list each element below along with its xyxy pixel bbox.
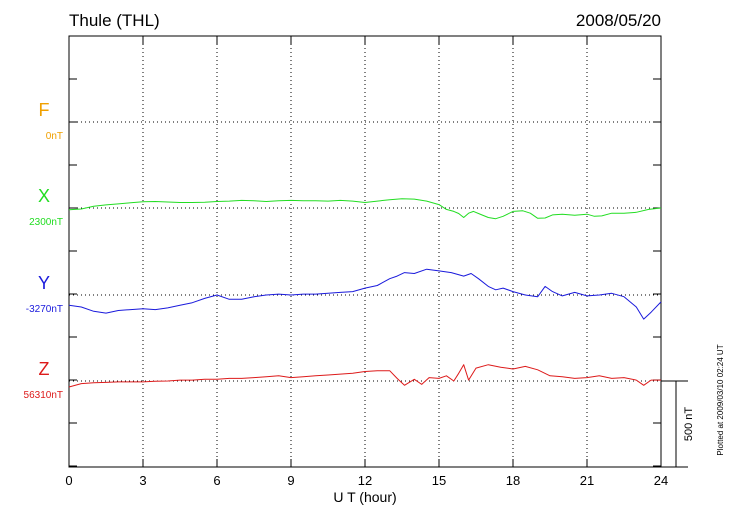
scale-bar: 500 nT (661, 380, 695, 468)
component-name-f: F (39, 100, 50, 120)
x-tick-label: 6 (213, 473, 220, 488)
component-name-x: X (38, 186, 50, 206)
x-tick-label: 18 (506, 473, 520, 488)
baseline-value-y: -3270nT (26, 304, 63, 315)
series-line-z (68, 364, 661, 388)
grid-lines (69, 36, 661, 467)
x-tick-label: 0 (65, 473, 72, 488)
scale-bar-label: 500 nT (683, 407, 695, 442)
date-label: 2008/05/20 (576, 11, 661, 30)
x-tick-label: 9 (287, 473, 294, 488)
x-tick-label: 3 (139, 473, 146, 488)
component-name-y: Y (38, 273, 50, 293)
plotted-timestamp: Plotted at 2009/03/10 02:24 UT (716, 344, 725, 455)
x-axis-label: U T (hour) (333, 489, 396, 505)
x-axis-ticks: 0 3 6 9 12 15 18 21 24 (65, 36, 668, 488)
x-tick-label: 12 (358, 473, 372, 488)
series-line-x (68, 198, 662, 220)
x-tick-label: 24 (654, 473, 668, 488)
baseline-value-f: 0nT (46, 131, 63, 142)
series-line-y (68, 268, 662, 320)
baseline-value-x: 2300nT (29, 217, 63, 228)
component-name-z: Z (39, 359, 50, 379)
series-lines (68, 198, 662, 388)
baseline-value-z: 56310nT (24, 390, 63, 401)
x-tick-label: 21 (580, 473, 594, 488)
station-title: Thule (THL) (69, 11, 160, 30)
component-labels: F 0nT X 2300nT Y -3270nT Z 56310nT (24, 100, 63, 401)
x-tick-label: 15 (432, 473, 446, 488)
